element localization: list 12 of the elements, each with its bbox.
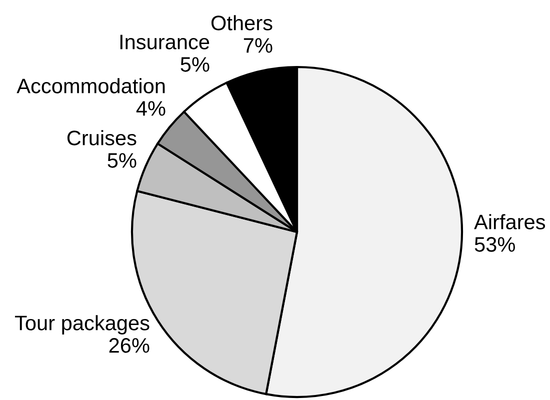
slice-label: Cruises <box>67 130 136 146</box>
slice-label: Airfares <box>474 214 546 230</box>
slice-label: Others <box>211 15 272 30</box>
data-label: 4% <box>136 101 166 116</box>
data-label: 26% <box>109 338 150 353</box>
data-label: 7% <box>244 38 272 53</box>
slice-label: Insurance <box>120 34 210 50</box>
data-label: 53% <box>474 237 515 252</box>
data-label: 5% <box>180 57 210 72</box>
slice-label: Accommodation <box>16 78 165 94</box>
slice-label: Tour packages <box>14 315 150 334</box>
data-label: 5% <box>108 153 136 168</box>
